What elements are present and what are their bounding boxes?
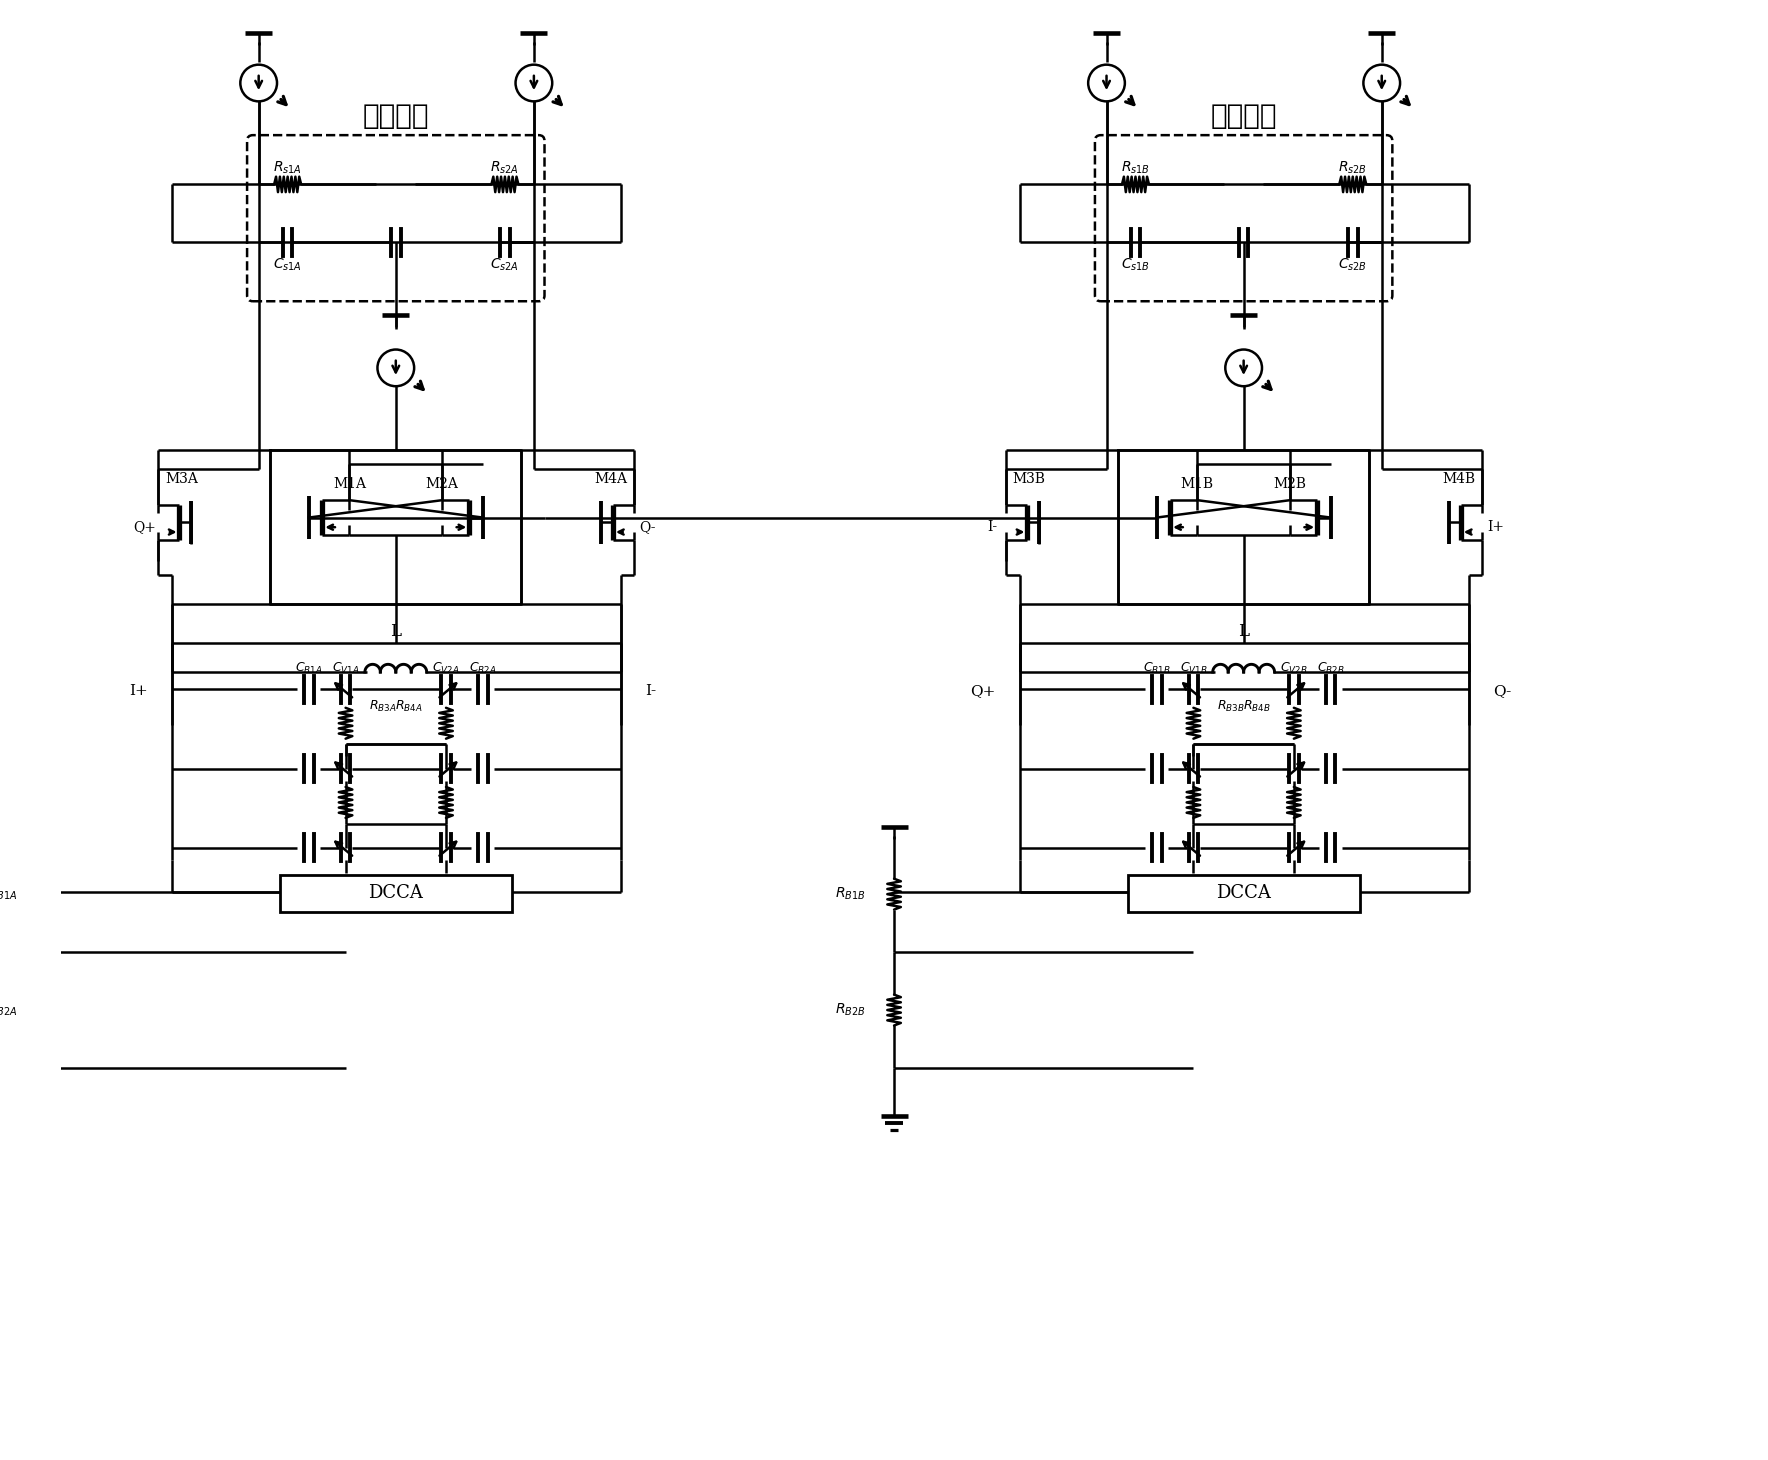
Text: $R_{s1A}$: $R_{s1A}$ bbox=[274, 159, 302, 177]
Text: M4B: M4B bbox=[1443, 472, 1476, 486]
Text: $C_{V1A}$: $C_{V1A}$ bbox=[332, 660, 359, 676]
Text: $C_{s1B}$: $C_{s1B}$ bbox=[1121, 257, 1149, 273]
Text: $C_{s1A}$: $C_{s1A}$ bbox=[274, 257, 302, 273]
FancyBboxPatch shape bbox=[279, 875, 511, 911]
Text: $C_{s2B}$: $C_{s2B}$ bbox=[1338, 257, 1367, 273]
Text: Q+: Q+ bbox=[133, 520, 156, 534]
Text: $R_{s2A}$: $R_{s2A}$ bbox=[490, 159, 520, 177]
Text: $C_{V1B}$: $C_{V1B}$ bbox=[1179, 660, 1208, 676]
Text: $R_{B1B}$: $R_{B1B}$ bbox=[834, 886, 865, 902]
Text: $C_{B1B}$: $C_{B1B}$ bbox=[1142, 660, 1170, 676]
Text: M3B: M3B bbox=[1013, 472, 1045, 486]
Text: $C_{V2B}$: $C_{V2B}$ bbox=[1280, 660, 1308, 676]
Text: I+: I+ bbox=[129, 685, 147, 698]
Text: I-: I- bbox=[988, 520, 997, 534]
Text: 相移网络: 相移网络 bbox=[1211, 104, 1276, 130]
Text: M3A: M3A bbox=[164, 472, 198, 486]
Text: Q-: Q- bbox=[1492, 685, 1512, 698]
FancyBboxPatch shape bbox=[1128, 875, 1360, 911]
Text: $C_{B1A}$: $C_{B1A}$ bbox=[295, 660, 324, 676]
Text: $C_{V2A}$: $C_{V2A}$ bbox=[431, 660, 460, 676]
Text: 相移网络: 相移网络 bbox=[362, 104, 430, 130]
Text: $C_{B2A}$: $C_{B2A}$ bbox=[469, 660, 497, 676]
Text: $R_{B1A}$: $R_{B1A}$ bbox=[0, 886, 18, 902]
Text: DCCA: DCCA bbox=[368, 885, 423, 902]
Text: DCCA: DCCA bbox=[1216, 885, 1271, 902]
Text: L: L bbox=[1238, 623, 1250, 639]
Text: $R_{B4A}$: $R_{B4A}$ bbox=[396, 699, 423, 714]
Text: I+: I+ bbox=[1487, 520, 1505, 534]
Text: $R_{s1B}$: $R_{s1B}$ bbox=[1121, 159, 1149, 177]
Text: $C_{B2B}$: $C_{B2B}$ bbox=[1317, 660, 1344, 676]
Text: M2B: M2B bbox=[1273, 477, 1307, 491]
Text: M1B: M1B bbox=[1181, 477, 1215, 491]
Text: $R_{s2B}$: $R_{s2B}$ bbox=[1338, 159, 1367, 177]
Text: $R_{B3B}$: $R_{B3B}$ bbox=[1216, 699, 1245, 714]
Text: $R_{B2B}$: $R_{B2B}$ bbox=[834, 1002, 865, 1018]
Text: L: L bbox=[391, 623, 401, 639]
Text: Q+: Q+ bbox=[971, 685, 995, 698]
Text: Q-: Q- bbox=[640, 520, 656, 534]
Text: $C_{s2A}$: $C_{s2A}$ bbox=[490, 257, 520, 273]
Text: $R_{B4B}$: $R_{B4B}$ bbox=[1243, 699, 1271, 714]
Text: $R_{B2A}$: $R_{B2A}$ bbox=[0, 1002, 18, 1018]
Text: M1A: M1A bbox=[332, 477, 366, 491]
Text: I-: I- bbox=[645, 685, 656, 698]
Text: M2A: M2A bbox=[426, 477, 458, 491]
Text: $R_{B3A}$: $R_{B3A}$ bbox=[370, 699, 396, 714]
Text: M4A: M4A bbox=[594, 472, 628, 486]
